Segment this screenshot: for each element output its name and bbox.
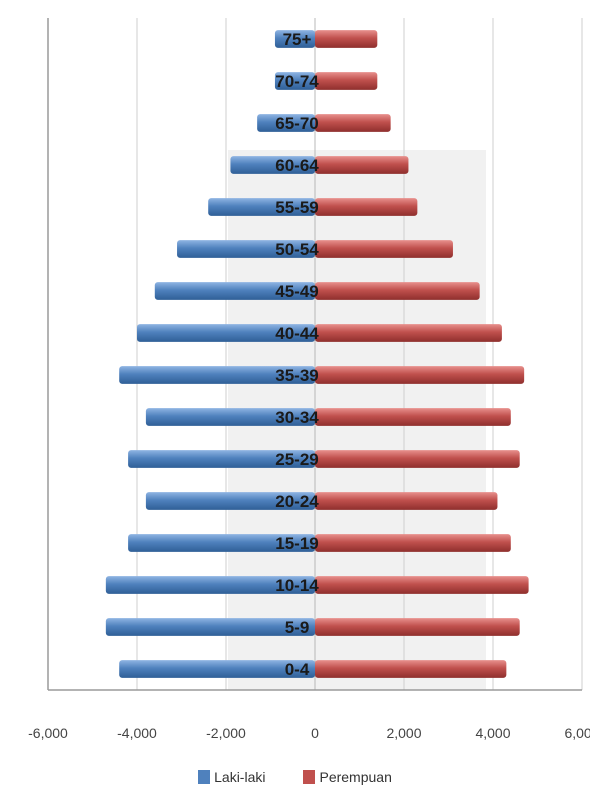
bar-male-40-44 bbox=[137, 324, 315, 342]
bar-female-35-39 bbox=[315, 366, 525, 384]
category-label-10-14: 10-14 bbox=[275, 576, 319, 595]
bar-male-30-34 bbox=[145, 408, 315, 426]
bar-male-15-19 bbox=[128, 534, 315, 552]
bar-female-5-9 bbox=[315, 618, 520, 636]
category-labels: 0-4 5-9 10-14 15-19 20-24 25-29 30-34 35-39 40-4… bbox=[275, 30, 319, 679]
category-label-5-9: 5-9 bbox=[285, 618, 310, 637]
bar-male-45-49 bbox=[154, 282, 315, 300]
gridlines bbox=[136, 18, 583, 690]
bar-female-10-14 bbox=[315, 576, 529, 594]
legend-label-female: Perempuan bbox=[319, 769, 392, 785]
x-tick-label-1: -4,000 bbox=[117, 725, 157, 741]
bar-female-30-34 bbox=[315, 408, 511, 426]
bar-female-55-59 bbox=[315, 198, 418, 216]
bar-male-55-59 bbox=[208, 198, 315, 216]
bar-male-75+ bbox=[274, 30, 315, 48]
bar-male-65-70 bbox=[257, 114, 315, 132]
category-label-30-34: 30-34 bbox=[275, 408, 319, 427]
x-tick-label-4: 2,000 bbox=[386, 725, 421, 741]
category-label-15-19: 15-19 bbox=[275, 534, 318, 553]
category-label-20-24: 20-24 bbox=[275, 492, 319, 511]
category-label-0-4: 0-4 bbox=[285, 660, 310, 679]
legend-swatch-female bbox=[303, 770, 316, 784]
category-label-65-70: 65-70 bbox=[275, 114, 318, 133]
bar-male-60-64 bbox=[230, 156, 315, 174]
legend-item-female: Perempuan bbox=[303, 769, 392, 785]
bar-female-20-24 bbox=[315, 492, 498, 510]
bar-female-65-70 bbox=[315, 114, 391, 132]
x-tick-label-6: 6,000 bbox=[564, 725, 590, 741]
bar-male-10-14 bbox=[105, 576, 315, 594]
bar-male-70-74 bbox=[274, 72, 315, 90]
bar-female-0-4 bbox=[315, 660, 507, 678]
bar-male-0-4 bbox=[119, 660, 315, 678]
bars bbox=[105, 30, 529, 678]
legend-item-male: Laki-laki bbox=[198, 769, 265, 785]
bar-female-15-19 bbox=[315, 534, 511, 552]
x-tick-labels: -6,000 -4,000 -2,000 0 2,000 4,000 6,000 bbox=[28, 725, 590, 741]
category-label-25-29: 25-29 bbox=[275, 450, 318, 469]
bar-male-5-9 bbox=[105, 618, 315, 636]
bar-male-25-29 bbox=[128, 450, 315, 468]
x-tick-label-3: 0 bbox=[311, 725, 319, 741]
x-tick-label-2: -2,000 bbox=[206, 725, 246, 741]
bar-male-35-39 bbox=[119, 366, 315, 384]
category-label-55-59: 55-59 bbox=[275, 198, 318, 217]
bar-female-25-29 bbox=[315, 450, 520, 468]
category-label-60-64: 60-64 bbox=[275, 156, 319, 175]
bar-female-60-64 bbox=[315, 156, 409, 174]
bar-female-45-49 bbox=[315, 282, 480, 300]
category-label-35-39: 35-39 bbox=[275, 366, 318, 385]
legend-label-male: Laki-laki bbox=[214, 769, 266, 785]
legend-swatch-male bbox=[198, 770, 211, 784]
category-label-45-49: 45-49 bbox=[275, 282, 318, 301]
category-label-40-44: 40-44 bbox=[275, 324, 319, 343]
x-tick-label-0: -6,000 bbox=[28, 725, 68, 741]
category-label-70-74: 70-74 bbox=[275, 72, 319, 91]
bar-male-50-54 bbox=[177, 240, 315, 258]
bar-female-75+ bbox=[315, 30, 378, 48]
bar-female-70-74 bbox=[315, 72, 378, 90]
category-label-50-54: 50-54 bbox=[275, 240, 319, 259]
bar-female-50-54 bbox=[315, 240, 453, 258]
legend: Laki-laki Perempuan bbox=[0, 765, 590, 789]
category-label-75+: 75+ bbox=[283, 30, 312, 49]
bar-male-20-24 bbox=[145, 492, 315, 510]
bar-female-40-44 bbox=[315, 324, 502, 342]
x-tick-label-5: 4,000 bbox=[475, 725, 510, 741]
